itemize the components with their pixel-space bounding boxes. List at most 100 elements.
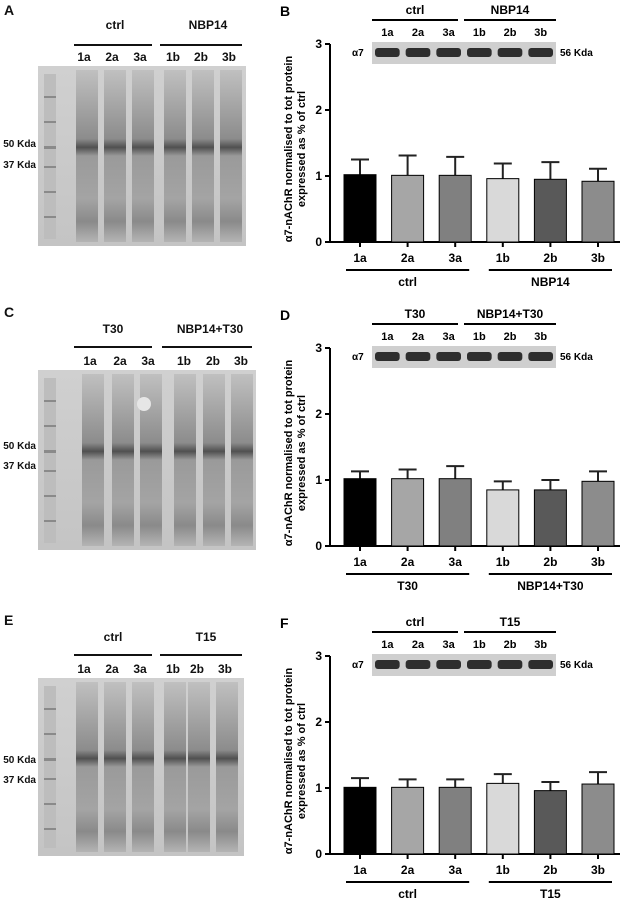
chart-b-ytick-label-1: 1 — [315, 169, 322, 183]
blot-d-band-4 — [497, 352, 523, 361]
chart-f-ylabel-line1: α7-nAChR normalised to tot protein — [283, 668, 295, 855]
gel-c-lane-3a: 3a — [141, 354, 155, 368]
blot-b-lane-1: 2a — [412, 27, 425, 39]
gel-e-lane-2a: 2a — [105, 662, 119, 676]
blot-d-strip — [372, 346, 556, 368]
blot-f-lane-1: 2a — [412, 639, 425, 651]
blot-d-band-2 — [436, 352, 461, 361]
blot-b-lane-3: 1b — [473, 27, 486, 39]
blot-f-band-1 — [405, 660, 431, 669]
chart-b-group2-label: NBP14 — [531, 275, 570, 289]
gel-e-image — [38, 678, 244, 856]
blot-d-lane-1: 2a — [412, 331, 425, 343]
blot-b-kda-label: 56 Kda — [560, 48, 593, 59]
blot-f-band-4 — [497, 660, 523, 669]
blot-d-band-5 — [528, 352, 553, 361]
blot-d-band-1 — [405, 352, 431, 361]
blot-d-kda-label: 56 Kda — [560, 352, 593, 363]
blot-f-kda-label: 56 Kda — [560, 660, 593, 671]
chart-f-group2-label: T15 — [540, 887, 561, 901]
chart-f-xtick-label-5: 3b — [591, 863, 605, 877]
gel-a-lane-1b: 1b — [165, 50, 180, 64]
panel-label-f: F — [280, 615, 289, 631]
chart-f-xtick-label-2: 3a — [449, 863, 463, 877]
blot-f-group2-label: T15 — [500, 615, 521, 629]
chart-f-bar-5 — [581, 783, 615, 855]
blot-d-group1-label: T30 — [405, 307, 426, 321]
blot-f-strip — [372, 654, 556, 676]
chart-d-ytick-label-3: 3 — [315, 341, 322, 355]
blot-d-lane-3: 1b — [473, 331, 486, 343]
gel-e-marker-37: 37 Kda — [3, 775, 36, 786]
chart-d-ytick-label-0: 0 — [315, 539, 322, 553]
blot-f-lane-5: 3b — [534, 639, 547, 651]
blot-f-protein-label: α7 — [352, 660, 364, 671]
chart-f-bar-4 — [533, 790, 567, 855]
chart-f-xtick-label-4: 2b — [543, 863, 557, 877]
gel-c-marker-50: 50 Kda — [3, 441, 36, 452]
blot-f-lane-0: 1a — [381, 639, 394, 651]
chart-b-xtick-label-2: 3a — [449, 251, 463, 265]
blot-b-lane-5: 3b — [534, 27, 547, 39]
chart-b-xtick-label-4: 2b — [543, 251, 557, 265]
chart-b-bar-2 — [438, 174, 472, 243]
blot-b-band-0 — [375, 48, 400, 57]
chart-b-xtick-label-3: 1b — [496, 251, 510, 265]
chart-b-group1-label: ctrl — [398, 275, 417, 289]
blot-b-lane-0: 1a — [381, 27, 394, 39]
chart-d-xtick-label-3: 1b — [496, 555, 510, 569]
chart-f-ytick-label-0: 0 — [315, 847, 322, 861]
chart-b-bar-4 — [533, 178, 567, 243]
chart-f-bar-0 — [343, 786, 377, 855]
gel-a-lane-1a: 1a — [77, 50, 91, 64]
blot-d-group2-label: NBP14+T30 — [477, 307, 544, 321]
blot-b-band-1 — [405, 48, 431, 57]
chart-f-bar-3 — [486, 782, 520, 855]
blot-b-lane-2: 3a — [443, 27, 456, 39]
panel-label-e: E — [4, 612, 14, 628]
chart-d-xtick-label-5: 3b — [591, 555, 605, 569]
gel-c-lane-2a: 2a — [113, 354, 127, 368]
panel-label-c: C — [4, 304, 15, 320]
gel-c-lane-2b: 2b — [205, 354, 220, 368]
chart-f-bar-1 — [391, 786, 425, 855]
gel-c-lane-3b: 3b — [233, 354, 248, 368]
blot-b-protein-label: α7 — [352, 48, 364, 59]
chart-f-xtick-label-3: 1b — [496, 863, 510, 877]
gel-c-lane-1b: 1b — [176, 354, 191, 368]
gel-e-lane-2b: 2b — [189, 662, 204, 676]
gel-c-marker-37: 37 Kda — [3, 461, 36, 472]
blot-d-protein-label: α7 — [352, 352, 364, 363]
chart-b-ylabel-line1: α7-nAChR normalised to tot protein — [283, 56, 295, 243]
blot-b-group2-label: NBP14 — [491, 3, 530, 17]
blot-d-lane-5: 3b — [534, 331, 547, 343]
blot-d-lane-4: 2b — [504, 331, 517, 343]
blot-b-lane-4: 2b — [504, 27, 517, 39]
chart-b-xtick-label-0: 1a — [353, 251, 367, 265]
chart-b-ylabel-line2: expressed as % of ctrl — [296, 91, 308, 207]
gel-a-group1-line — [74, 44, 152, 46]
gel-e-lane-1a: 1a — [77, 662, 91, 676]
chart-d-bar-2 — [438, 478, 472, 547]
chart-b-xtick-label-5: 3b — [591, 251, 605, 265]
gel-e-lane-3b: 3b — [217, 662, 232, 676]
blot-f-band-0 — [375, 660, 400, 669]
blot-b-group1-label: ctrl — [406, 3, 425, 17]
gel-e-lane-3a: 3a — [133, 662, 147, 676]
blot-f-band-2 — [436, 660, 461, 669]
chart-f-xtick-label-0: 1a — [353, 863, 367, 877]
gel-a-group2-line — [160, 44, 242, 46]
chart-f-bar-2 — [438, 786, 472, 855]
gel-a-group1-label: ctrl — [105, 18, 125, 32]
gel-c-image — [38, 370, 256, 550]
chart-d-bar-3 — [486, 489, 520, 547]
blot-d-lane-2: 3a — [443, 331, 456, 343]
chart-d-group2-label: NBP14+T30 — [517, 579, 584, 593]
blot-f-lane-4: 2b — [504, 639, 517, 651]
chart-b-ytick-label-2: 2 — [315, 103, 322, 117]
chart-f-ytick-label-1: 1 — [315, 781, 322, 795]
gel-a-lane-3a: 3a — [133, 50, 147, 64]
chart-d-svg: Dα7-nAChR normalised to tot protein expre… — [280, 307, 620, 593]
